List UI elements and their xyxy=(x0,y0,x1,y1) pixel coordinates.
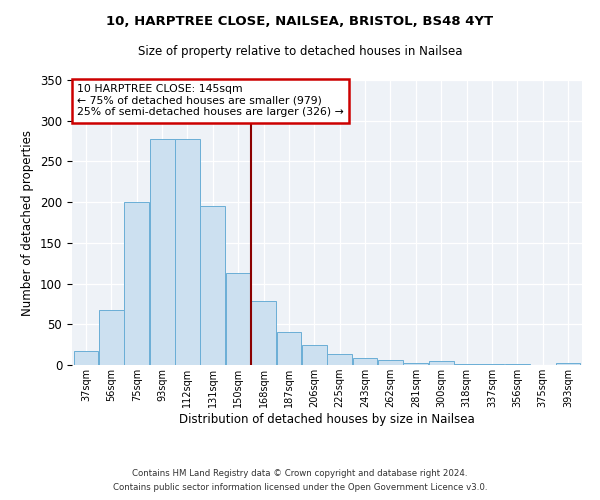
Text: Contains public sector information licensed under the Open Government Licence v3: Contains public sector information licen… xyxy=(113,484,487,492)
Bar xyxy=(556,362,580,365)
Bar xyxy=(149,138,175,365)
Bar xyxy=(327,354,352,365)
Bar xyxy=(200,206,225,365)
Bar xyxy=(74,351,98,365)
Bar xyxy=(277,332,301,365)
Text: 10 HARPTREE CLOSE: 145sqm
← 75% of detached houses are smaller (979)
25% of semi: 10 HARPTREE CLOSE: 145sqm ← 75% of detac… xyxy=(77,84,344,117)
Text: Contains HM Land Registry data © Crown copyright and database right 2024.: Contains HM Land Registry data © Crown c… xyxy=(132,468,468,477)
Bar xyxy=(124,202,149,365)
Bar xyxy=(429,361,454,365)
Bar xyxy=(505,364,530,365)
Bar xyxy=(454,364,479,365)
Bar xyxy=(226,273,251,365)
Text: 10, HARPTREE CLOSE, NAILSEA, BRISTOL, BS48 4YT: 10, HARPTREE CLOSE, NAILSEA, BRISTOL, BS… xyxy=(106,15,494,28)
Text: Size of property relative to detached houses in Nailsea: Size of property relative to detached ho… xyxy=(138,45,462,58)
Bar xyxy=(378,360,403,365)
Bar xyxy=(479,364,505,365)
X-axis label: Distribution of detached houses by size in Nailsea: Distribution of detached houses by size … xyxy=(179,413,475,426)
Y-axis label: Number of detached properties: Number of detached properties xyxy=(22,130,34,316)
Bar xyxy=(353,358,377,365)
Bar xyxy=(175,138,200,365)
Bar xyxy=(302,344,327,365)
Bar xyxy=(403,364,428,365)
Bar xyxy=(251,300,276,365)
Bar xyxy=(99,310,124,365)
